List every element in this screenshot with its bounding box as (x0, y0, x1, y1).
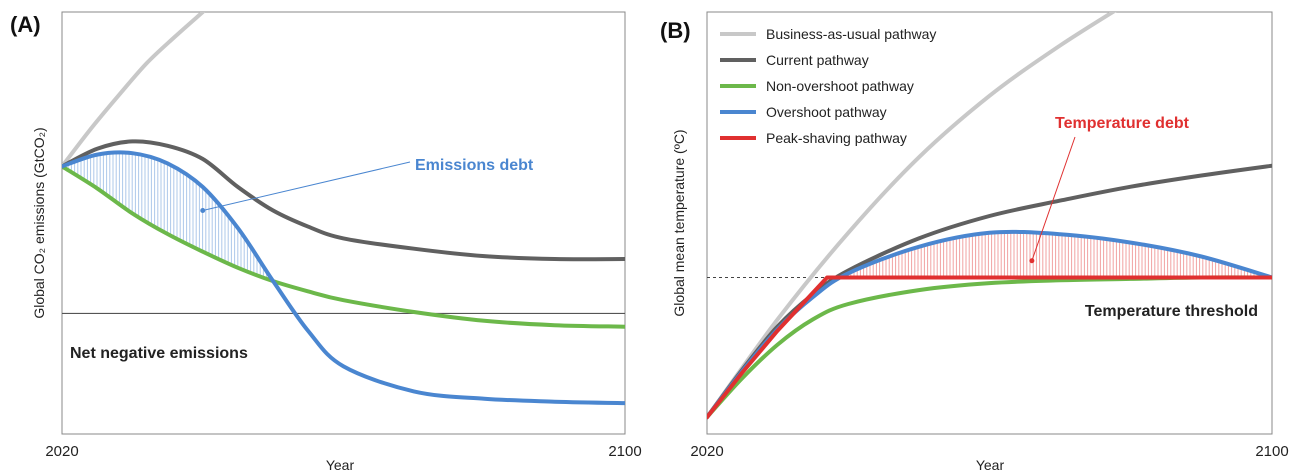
panel-a-reference-label: Net negative emissions (70, 345, 248, 362)
panel-b-plot (707, 12, 1272, 420)
panel-a-xtick-start: 2020 (45, 443, 78, 460)
panel-a-shade-label: Emissions debt (415, 157, 534, 174)
panel-a-xlabel: Year (326, 457, 355, 473)
panel-b-shade-pointer-line (1031, 136, 1076, 261)
legend-label-peak-shaving-pathway: Peak-shaving pathway (766, 130, 907, 146)
panel-b-xtick-end: 2100 (1255, 443, 1288, 460)
panel-b-label: (B) (660, 18, 691, 43)
panel-b-ylabel: Global mean temperature (ºC) (671, 129, 687, 316)
panel-b-xtick-start: 2020 (690, 443, 723, 460)
panel-a-shade-pointer-line (202, 161, 411, 211)
panel-a-plot (62, 12, 625, 406)
legend-label-business-as-usual-pathway: Business-as-usual pathway (766, 26, 936, 42)
panel-b-shade-label: Temperature debt (1055, 115, 1190, 132)
panel-b-series-business-as-usual-pathway (707, 12, 1117, 420)
legend-label-non-overshoot-pathway: Non-overshoot pathway (766, 78, 914, 94)
panel-a-shaded-region (64, 153, 271, 280)
panel-a-ylabel: Global CO₂ emissions (GtCO₂) (31, 127, 47, 318)
panel-a-series-business-as-usual-pathway (62, 12, 205, 169)
panel-a-label: (A) (10, 12, 41, 37)
panel-b-frame (706, 11, 1273, 435)
legend-label-overshoot-pathway: Overshoot pathway (766, 104, 887, 120)
panel-b-xlabel: Year (976, 457, 1005, 473)
panel-a-series-non-overshoot-pathway (62, 164, 625, 329)
panel-b-series-current-pathway (707, 163, 1272, 420)
panel-a-series-overshoot-pathway (62, 150, 625, 406)
legend-label-current-pathway: Current pathway (766, 52, 869, 68)
panel-b-reference-label: Temperature threshold (1085, 303, 1258, 320)
panel-b-legend: Business-as-usual pathway Current pathway… (720, 26, 936, 146)
panel-b-shaded-region (744, 232, 1268, 370)
panel-a-xtick-end: 2100 (608, 443, 641, 460)
panel-a-frame (61, 11, 626, 435)
panel-b-series-peak-shaving-pathway (707, 275, 1272, 420)
panel-a-series-current-pathway (62, 139, 625, 262)
